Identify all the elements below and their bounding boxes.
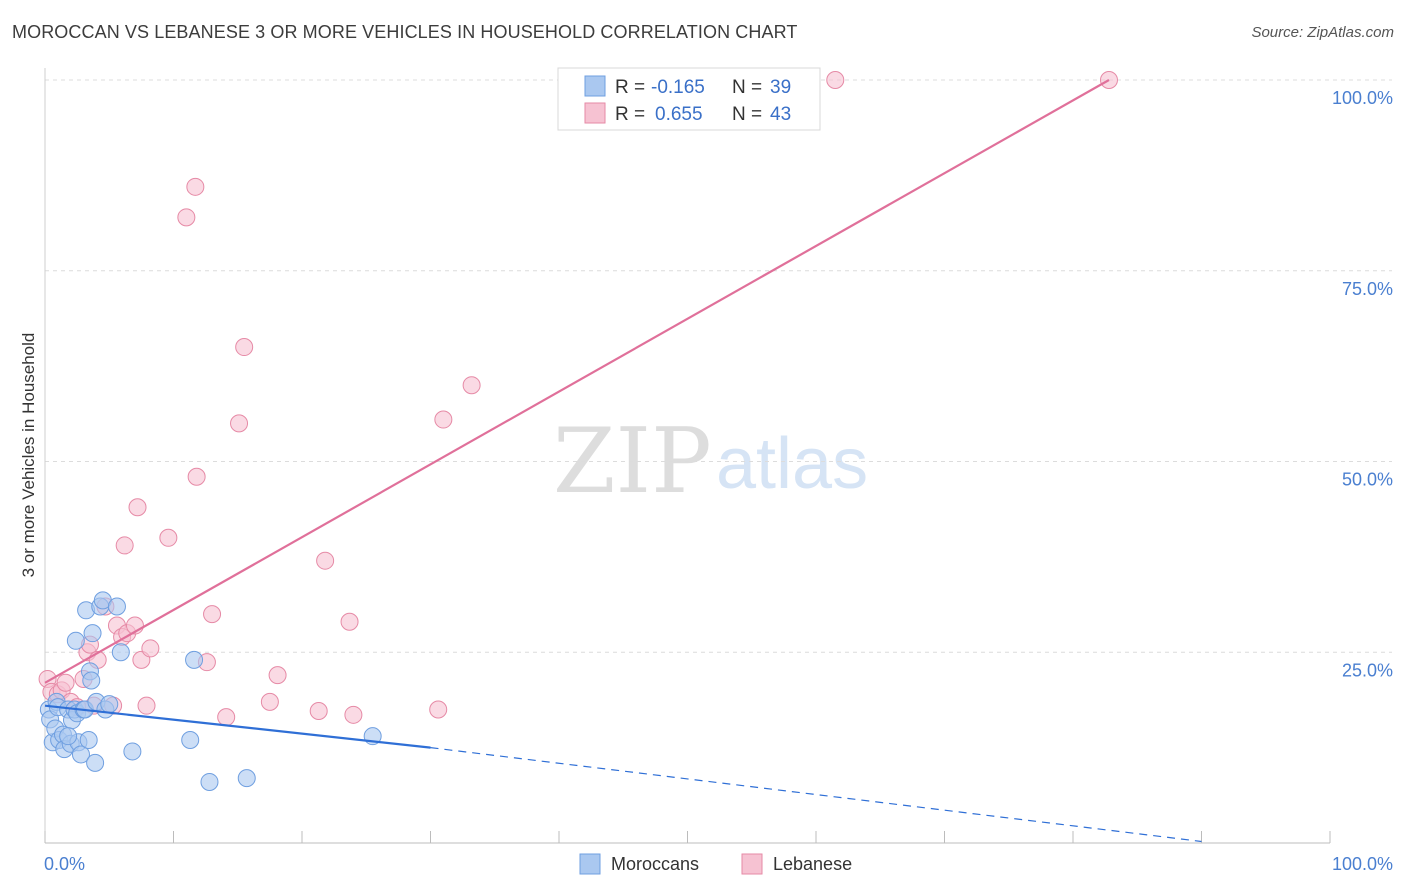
data-point-lebanese	[203, 605, 222, 624]
legend-swatch-moroccans	[584, 75, 606, 97]
y-tick-label: 50.0%	[1342, 470, 1393, 490]
data-point-lebanese	[316, 551, 335, 570]
legend-r-value: -0.165	[651, 77, 705, 98]
y-tick-label: 25.0%	[1342, 660, 1393, 680]
legend-n-label: N =	[732, 77, 762, 98]
data-point-moroccans	[83, 624, 102, 643]
legend-n-value: 39	[770, 77, 791, 98]
y-tick-label: 75.0%	[1342, 279, 1393, 299]
data-point-lebanese	[268, 666, 287, 685]
data-point-lebanese	[344, 705, 363, 724]
data-point-lebanese	[260, 692, 279, 711]
data-point-moroccans	[107, 597, 126, 616]
stats-legend: R = -0.165 N = 39 R = 0.655 N = 43	[557, 67, 821, 131]
x-tick-label-min: 0.0%	[44, 854, 85, 874]
legend-swatch-lebanese	[584, 102, 606, 124]
data-point-lebanese	[186, 177, 205, 196]
trend-line-moroccans	[44, 704, 431, 749]
legend-r-label: R =	[615, 77, 645, 98]
data-point-lebanese	[826, 71, 845, 89]
data-point-lebanese	[141, 639, 160, 658]
bottom-legend-label-lebanese: Lebanese	[773, 854, 852, 874]
bottom-legend-swatch-lebanese	[741, 853, 763, 875]
data-point-moroccans	[71, 745, 90, 764]
data-point-moroccans	[100, 695, 119, 714]
data-point-lebanese	[340, 612, 359, 631]
data-point-lebanese	[235, 338, 254, 357]
data-point-moroccans	[79, 730, 98, 749]
bottom-legend-swatch-moroccans	[579, 853, 601, 875]
y-tick-label: 100.0%	[1332, 88, 1393, 108]
legend-r-value: 0.655	[655, 104, 703, 125]
data-point-moroccans	[86, 753, 105, 772]
data-point-moroccans	[185, 650, 204, 669]
trend-line-lebanese	[44, 79, 1110, 684]
data-point-lebanese	[230, 414, 249, 433]
legend-n-value: 43	[770, 104, 791, 125]
data-point-lebanese	[462, 376, 481, 395]
x-tick-label-max: 100.0%	[1332, 854, 1393, 874]
data-point-lebanese	[177, 208, 196, 227]
data-point-moroccans	[237, 769, 256, 788]
data-point-lebanese	[187, 467, 206, 486]
trend-lines	[44, 79, 1202, 843]
data-point-lebanese	[434, 410, 453, 429]
data-point-moroccans	[59, 727, 78, 746]
y-axis-label: 3 or more Vehicles in Household	[19, 333, 38, 578]
data-point-moroccans	[82, 671, 101, 690]
data-point-lebanese	[56, 673, 75, 692]
data-point-lebanese	[429, 700, 448, 719]
chart-title: MOROCCAN VS LEBANESE 3 OR MORE VEHICLES …	[12, 22, 798, 42]
bottom-legend-label-moroccans: Moroccans	[611, 854, 699, 874]
data-point-moroccans	[66, 631, 85, 650]
data-point-lebanese	[309, 702, 328, 721]
data-point-moroccans	[200, 772, 219, 791]
data-point-moroccans	[111, 643, 130, 662]
x-ticks	[44, 831, 1331, 843]
data-point-moroccans	[181, 730, 200, 749]
legend-n-label: N =	[732, 104, 762, 125]
legend-r-label: R =	[615, 104, 645, 125]
data-point-lebanese	[128, 498, 147, 517]
watermark-atlas: atlas	[716, 424, 868, 504]
data-point-lebanese	[159, 528, 178, 547]
grid	[45, 79, 1392, 653]
data-point-lebanese	[115, 536, 134, 555]
trend-line-extension-moroccans	[430, 747, 1202, 843]
series-legend: Moroccans Lebanese	[579, 853, 852, 875]
series-lebanese	[38, 71, 1118, 727]
y-tick-labels: 25.0% 50.0% 75.0% 100.0%	[1332, 88, 1393, 680]
data-point-moroccans	[123, 742, 142, 761]
data-point-lebanese	[137, 696, 156, 715]
data-point-lebanese	[217, 708, 236, 727]
source-label: Source: ZipAtlas.com	[1251, 24, 1394, 41]
